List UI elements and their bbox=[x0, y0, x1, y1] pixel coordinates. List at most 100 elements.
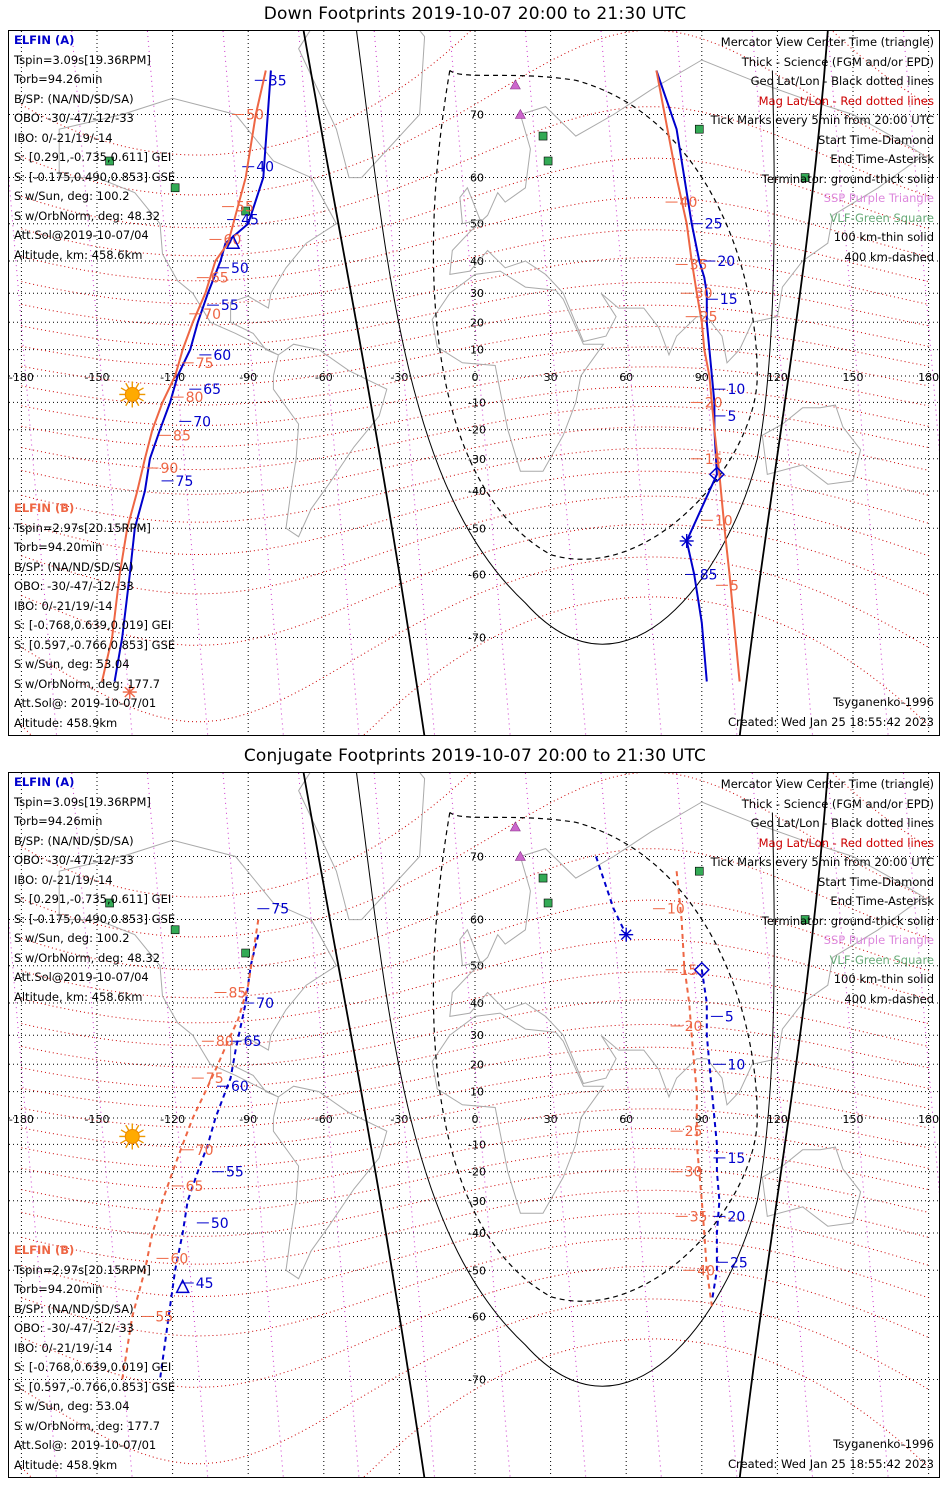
mag-parallel bbox=[21, 1046, 929, 1109]
x-tick-label: -60 bbox=[315, 371, 333, 384]
time-tick-label: 65 bbox=[211, 271, 229, 287]
mag-parallel bbox=[21, 470, 929, 556]
continent-outline bbox=[272, 343, 388, 538]
panel-title: Down Footprints 2019-10-07 20:00 to 21:3… bbox=[263, 4, 687, 24]
x-tick-label: -180 bbox=[9, 1113, 34, 1126]
terminator-ground bbox=[302, 773, 426, 1477]
time-tick-label: 20 bbox=[705, 395, 723, 411]
series-3: 5 10 15 20 25 bbox=[700, 969, 748, 1302]
panel-down-footprints: Down Footprints 2019-10-07 20:00 to 21:3… bbox=[0, 0, 950, 740]
mag-parallel bbox=[21, 773, 929, 898]
info-line: S: [-0.175,0.490,0.853] GSE bbox=[14, 911, 176, 926]
terminator-100km bbox=[356, 31, 775, 645]
ground-stations bbox=[105, 866, 810, 958]
sun-icon bbox=[119, 381, 146, 408]
time-tick-label: 10 bbox=[715, 513, 733, 529]
x-tick-label: 180 bbox=[918, 1113, 939, 1126]
info-line: S w/Sun, deg: 100.2 bbox=[14, 931, 130, 945]
ground-station-marker bbox=[538, 131, 548, 141]
x-tick-label: 0 bbox=[472, 1113, 479, 1126]
x-tick-label: 150 bbox=[843, 1113, 864, 1126]
continent-outline bbox=[431, 1012, 605, 1214]
ssp-meridian bbox=[751, 773, 814, 1477]
ground-stations bbox=[105, 124, 810, 216]
x-tick-label: 90 bbox=[695, 371, 709, 384]
x-tick-label: 120 bbox=[767, 371, 788, 384]
time-tick-label: 35 bbox=[269, 73, 287, 89]
x-tick-label: 60 bbox=[619, 371, 633, 384]
info-line: OBO: -30/-47/-12/-33 bbox=[14, 111, 134, 125]
time-tick-label: 55 bbox=[155, 1309, 173, 1325]
y-tick-label: -20 bbox=[468, 424, 486, 437]
terminator-400km bbox=[432, 811, 758, 1302]
time-tick-label: 25 bbox=[730, 1255, 748, 1271]
time-tick-label: 65 bbox=[203, 382, 221, 398]
mag-parallel bbox=[21, 899, 929, 999]
ground-station-marker bbox=[170, 925, 180, 935]
legend-line: Thick - Science (FGM and/or EPD) bbox=[741, 54, 934, 69]
continent-outline bbox=[459, 928, 481, 967]
continents bbox=[58, 31, 925, 538]
ssp-meridian bbox=[9, 174, 58, 735]
model-name: Tsyganenko-1996 bbox=[833, 695, 934, 709]
time-tick-label: 75 bbox=[271, 902, 289, 918]
time-tick-label: 25 bbox=[705, 217, 723, 233]
ssp-meridian bbox=[524, 773, 587, 1477]
terminator bbox=[302, 773, 829, 1477]
time-tick-label: 80 bbox=[186, 390, 204, 406]
y-tick-label: -30 bbox=[468, 1195, 486, 1208]
mag-parallel bbox=[21, 304, 929, 367]
time-tick-label: 60 bbox=[171, 1251, 189, 1267]
mag-parallel bbox=[21, 971, 929, 1047]
time-tick-label: 45 bbox=[241, 213, 259, 229]
terminator-ground bbox=[738, 31, 829, 735]
created-timestamp: Created: Wed Jan 25 18:55:42 2023 bbox=[727, 714, 934, 729]
mag-parallel bbox=[21, 1108, 929, 1169]
sun-ray bbox=[135, 400, 140, 407]
x-tick-label: -90 bbox=[239, 371, 257, 384]
time-tick-label: 20 bbox=[727, 1209, 745, 1225]
ssp-meridian bbox=[222, 31, 284, 735]
legend: Mercator View Center Time (triangle) Thi… bbox=[711, 775, 934, 1009]
time-tick-label: 30 bbox=[695, 286, 713, 302]
elfin-a-name: ELFIN (A) bbox=[14, 33, 75, 47]
y-tick-label: 50 bbox=[470, 218, 484, 231]
legend-line: Geo Lat/Lon - Black dotted lines bbox=[750, 816, 934, 830]
y-tick-label: -10 bbox=[468, 1138, 486, 1151]
time-tick-label: 10 bbox=[727, 382, 745, 398]
series-2 bbox=[595, 856, 628, 936]
time-tick-label: 70 bbox=[256, 996, 274, 1012]
elfin-b-info: ELFIN (B) Tspin=2.97s[20.15RPM] Torb=94.… bbox=[14, 1241, 175, 1475]
info-line: Torb=94.20min bbox=[14, 540, 103, 554]
info-line: Tspin=3.09s[19.36RPM] bbox=[14, 794, 151, 809]
y-tick-label: -60 bbox=[468, 568, 486, 581]
y-tick-label: -60 bbox=[468, 1310, 486, 1323]
series-2: 25 20 15 10 5 85 bbox=[655, 70, 745, 682]
elfin-b-info: ELFIN (B) Tspin=2.97s[20.15RPM] Torb=94.… bbox=[14, 499, 175, 733]
sun-icon bbox=[119, 1123, 146, 1150]
info-line: Torb=94.26min bbox=[14, 814, 103, 828]
center-time-triangle-icon bbox=[175, 1278, 190, 1294]
continent-outline bbox=[459, 186, 481, 225]
terminator-400km bbox=[432, 69, 758, 560]
footprint-track bbox=[159, 934, 260, 1380]
ssp-meridian bbox=[524, 31, 587, 735]
terminator-ground bbox=[738, 773, 829, 1477]
x-tick-label: -90 bbox=[239, 1113, 257, 1126]
y-tick-label: 70 bbox=[470, 108, 484, 121]
time-tick-label: 15 bbox=[680, 963, 698, 979]
y-tick-label: -40 bbox=[468, 485, 486, 498]
series-4: 10 15 20 25 30 35 40 bbox=[652, 871, 715, 1307]
x-tick-label: -150 bbox=[85, 371, 110, 384]
y-tick-label: 30 bbox=[470, 1029, 484, 1042]
y-tick-label: 20 bbox=[470, 1058, 484, 1071]
footprint-track bbox=[675, 871, 713, 1307]
info-line: Torb=94.26min bbox=[14, 72, 103, 86]
legend-line: End Time-Asterisk bbox=[830, 152, 934, 166]
mag-parallel bbox=[21, 257, 929, 326]
ssp-meridian bbox=[600, 773, 662, 1477]
time-tick-label: 10 bbox=[727, 1057, 745, 1073]
info-line: Torb=94.20min bbox=[14, 1282, 103, 1296]
ground-station-marker bbox=[241, 206, 250, 216]
info-line: IBO: 0/-21/19/-14 bbox=[14, 1340, 113, 1355]
